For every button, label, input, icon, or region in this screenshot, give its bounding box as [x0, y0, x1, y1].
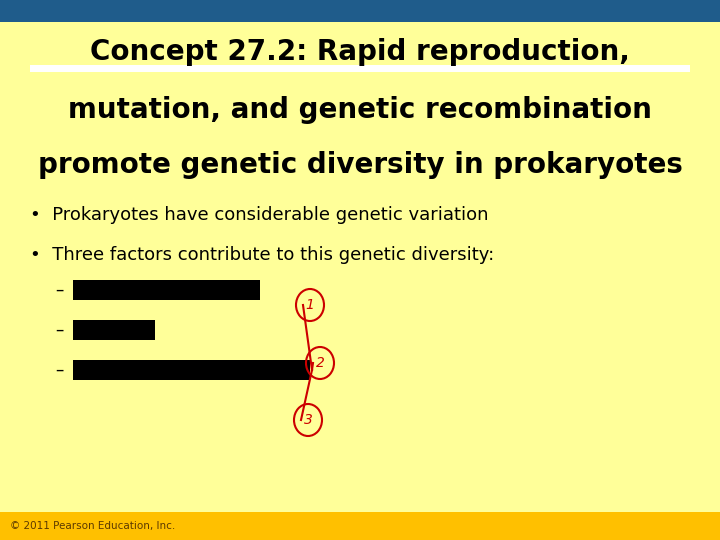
Text: 2: 2 — [315, 356, 325, 370]
Text: © 2011 Pearson Education, Inc.: © 2011 Pearson Education, Inc. — [10, 521, 175, 531]
Bar — [73, 320, 155, 340]
Bar — [0, 512, 720, 540]
Text: –: – — [55, 361, 63, 379]
Text: •  Prokaryotes have considerable genetic variation: • Prokaryotes have considerable genetic … — [30, 206, 488, 224]
Text: •  Three factors contribute to this genetic diversity:: • Three factors contribute to this genet… — [30, 246, 494, 264]
Text: Concept 27.2: Rapid reproduction,: Concept 27.2: Rapid reproduction, — [90, 38, 630, 66]
Text: 3: 3 — [304, 413, 312, 427]
Text: mutation, and genetic recombination: mutation, and genetic recombination — [68, 96, 652, 124]
Bar — [73, 280, 260, 300]
Text: 1: 1 — [305, 298, 315, 312]
Text: –: – — [55, 281, 63, 299]
Text: promote genetic diversity in prokaryotes: promote genetic diversity in prokaryotes — [37, 151, 683, 179]
Text: –: – — [55, 321, 63, 339]
Bar — [30, 65, 690, 72]
Bar — [73, 360, 310, 380]
Bar — [0, 0, 720, 22]
